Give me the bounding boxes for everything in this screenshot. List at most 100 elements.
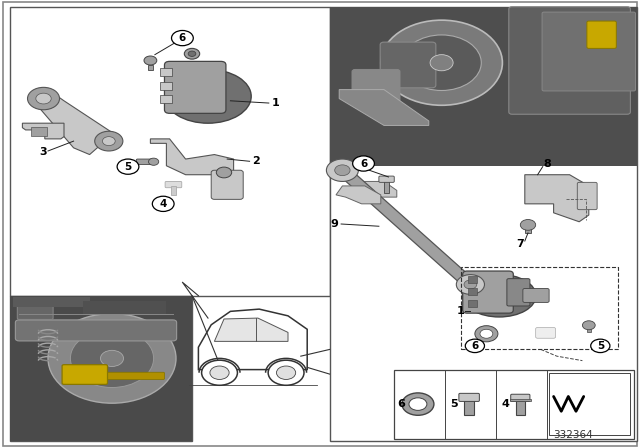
Text: 6: 6 bbox=[397, 399, 405, 409]
FancyBboxPatch shape bbox=[62, 365, 108, 384]
Circle shape bbox=[28, 87, 60, 110]
Text: 5: 5 bbox=[596, 341, 604, 351]
FancyBboxPatch shape bbox=[509, 7, 630, 114]
FancyBboxPatch shape bbox=[15, 320, 177, 341]
Polygon shape bbox=[198, 309, 307, 370]
Circle shape bbox=[210, 366, 229, 379]
Circle shape bbox=[464, 280, 477, 289]
Circle shape bbox=[202, 360, 237, 385]
Text: 4: 4 bbox=[159, 199, 167, 209]
Circle shape bbox=[326, 159, 358, 181]
Text: 6: 6 bbox=[471, 341, 479, 351]
FancyBboxPatch shape bbox=[384, 180, 389, 193]
FancyBboxPatch shape bbox=[536, 327, 556, 338]
FancyBboxPatch shape bbox=[511, 394, 530, 401]
Circle shape bbox=[188, 51, 196, 56]
FancyBboxPatch shape bbox=[463, 271, 513, 313]
FancyBboxPatch shape bbox=[464, 400, 474, 415]
Circle shape bbox=[117, 159, 139, 174]
Circle shape bbox=[268, 360, 304, 385]
Text: 5: 5 bbox=[451, 399, 458, 409]
Circle shape bbox=[353, 156, 374, 171]
FancyBboxPatch shape bbox=[13, 297, 90, 307]
Polygon shape bbox=[525, 175, 589, 222]
Polygon shape bbox=[339, 90, 429, 125]
Polygon shape bbox=[150, 139, 234, 184]
Circle shape bbox=[475, 326, 498, 342]
Circle shape bbox=[100, 350, 124, 366]
FancyBboxPatch shape bbox=[577, 182, 597, 210]
Circle shape bbox=[102, 137, 115, 146]
FancyBboxPatch shape bbox=[136, 159, 153, 164]
FancyBboxPatch shape bbox=[171, 186, 176, 195]
FancyBboxPatch shape bbox=[587, 325, 591, 332]
Circle shape bbox=[152, 196, 174, 211]
Polygon shape bbox=[22, 123, 64, 139]
FancyBboxPatch shape bbox=[3, 2, 637, 446]
Circle shape bbox=[591, 339, 610, 353]
Circle shape bbox=[216, 167, 232, 178]
FancyBboxPatch shape bbox=[98, 372, 164, 379]
Text: 7: 7 bbox=[516, 239, 524, 249]
Circle shape bbox=[465, 339, 484, 353]
Text: 6: 6 bbox=[360, 159, 367, 168]
Ellipse shape bbox=[463, 274, 536, 317]
FancyBboxPatch shape bbox=[525, 224, 531, 233]
FancyBboxPatch shape bbox=[160, 68, 172, 76]
FancyBboxPatch shape bbox=[330, 7, 637, 441]
Circle shape bbox=[381, 20, 502, 105]
FancyBboxPatch shape bbox=[510, 399, 531, 401]
Circle shape bbox=[480, 329, 493, 338]
Circle shape bbox=[172, 30, 193, 46]
FancyBboxPatch shape bbox=[83, 301, 166, 314]
FancyBboxPatch shape bbox=[468, 288, 477, 295]
FancyBboxPatch shape bbox=[160, 95, 172, 103]
FancyBboxPatch shape bbox=[160, 82, 172, 90]
FancyBboxPatch shape bbox=[587, 21, 616, 48]
Polygon shape bbox=[336, 186, 381, 204]
Text: 6: 6 bbox=[179, 33, 186, 43]
FancyBboxPatch shape bbox=[10, 7, 330, 296]
Polygon shape bbox=[35, 92, 118, 155]
FancyBboxPatch shape bbox=[31, 127, 47, 136]
FancyBboxPatch shape bbox=[330, 7, 637, 166]
Circle shape bbox=[276, 366, 296, 379]
Text: 8: 8 bbox=[543, 159, 551, 168]
Ellipse shape bbox=[165, 69, 251, 123]
Polygon shape bbox=[214, 318, 288, 341]
Circle shape bbox=[520, 220, 536, 230]
FancyBboxPatch shape bbox=[10, 296, 192, 441]
Text: 9: 9 bbox=[331, 219, 339, 229]
Text: 3: 3 bbox=[40, 147, 47, 157]
Text: 4: 4 bbox=[502, 399, 509, 409]
FancyBboxPatch shape bbox=[394, 370, 634, 439]
Text: 1: 1 bbox=[271, 98, 279, 108]
Circle shape bbox=[582, 321, 595, 330]
FancyBboxPatch shape bbox=[516, 400, 525, 415]
Circle shape bbox=[184, 48, 200, 59]
Text: 1: 1 bbox=[457, 306, 465, 316]
Circle shape bbox=[95, 131, 123, 151]
FancyBboxPatch shape bbox=[148, 65, 153, 70]
Circle shape bbox=[430, 55, 453, 71]
FancyBboxPatch shape bbox=[523, 289, 549, 302]
FancyBboxPatch shape bbox=[507, 279, 530, 306]
FancyBboxPatch shape bbox=[549, 373, 630, 435]
Circle shape bbox=[402, 393, 434, 415]
FancyBboxPatch shape bbox=[468, 300, 477, 307]
FancyBboxPatch shape bbox=[165, 181, 182, 188]
Circle shape bbox=[335, 165, 350, 176]
Circle shape bbox=[402, 35, 481, 90]
Circle shape bbox=[456, 275, 484, 294]
Circle shape bbox=[148, 158, 159, 165]
FancyBboxPatch shape bbox=[10, 296, 192, 441]
FancyBboxPatch shape bbox=[380, 42, 436, 88]
FancyBboxPatch shape bbox=[352, 69, 400, 105]
Circle shape bbox=[409, 398, 427, 410]
Circle shape bbox=[48, 314, 176, 403]
Text: 2: 2 bbox=[252, 156, 260, 166]
FancyBboxPatch shape bbox=[542, 12, 636, 91]
FancyBboxPatch shape bbox=[468, 276, 477, 283]
FancyBboxPatch shape bbox=[211, 170, 243, 199]
Text: 5: 5 bbox=[124, 162, 132, 172]
